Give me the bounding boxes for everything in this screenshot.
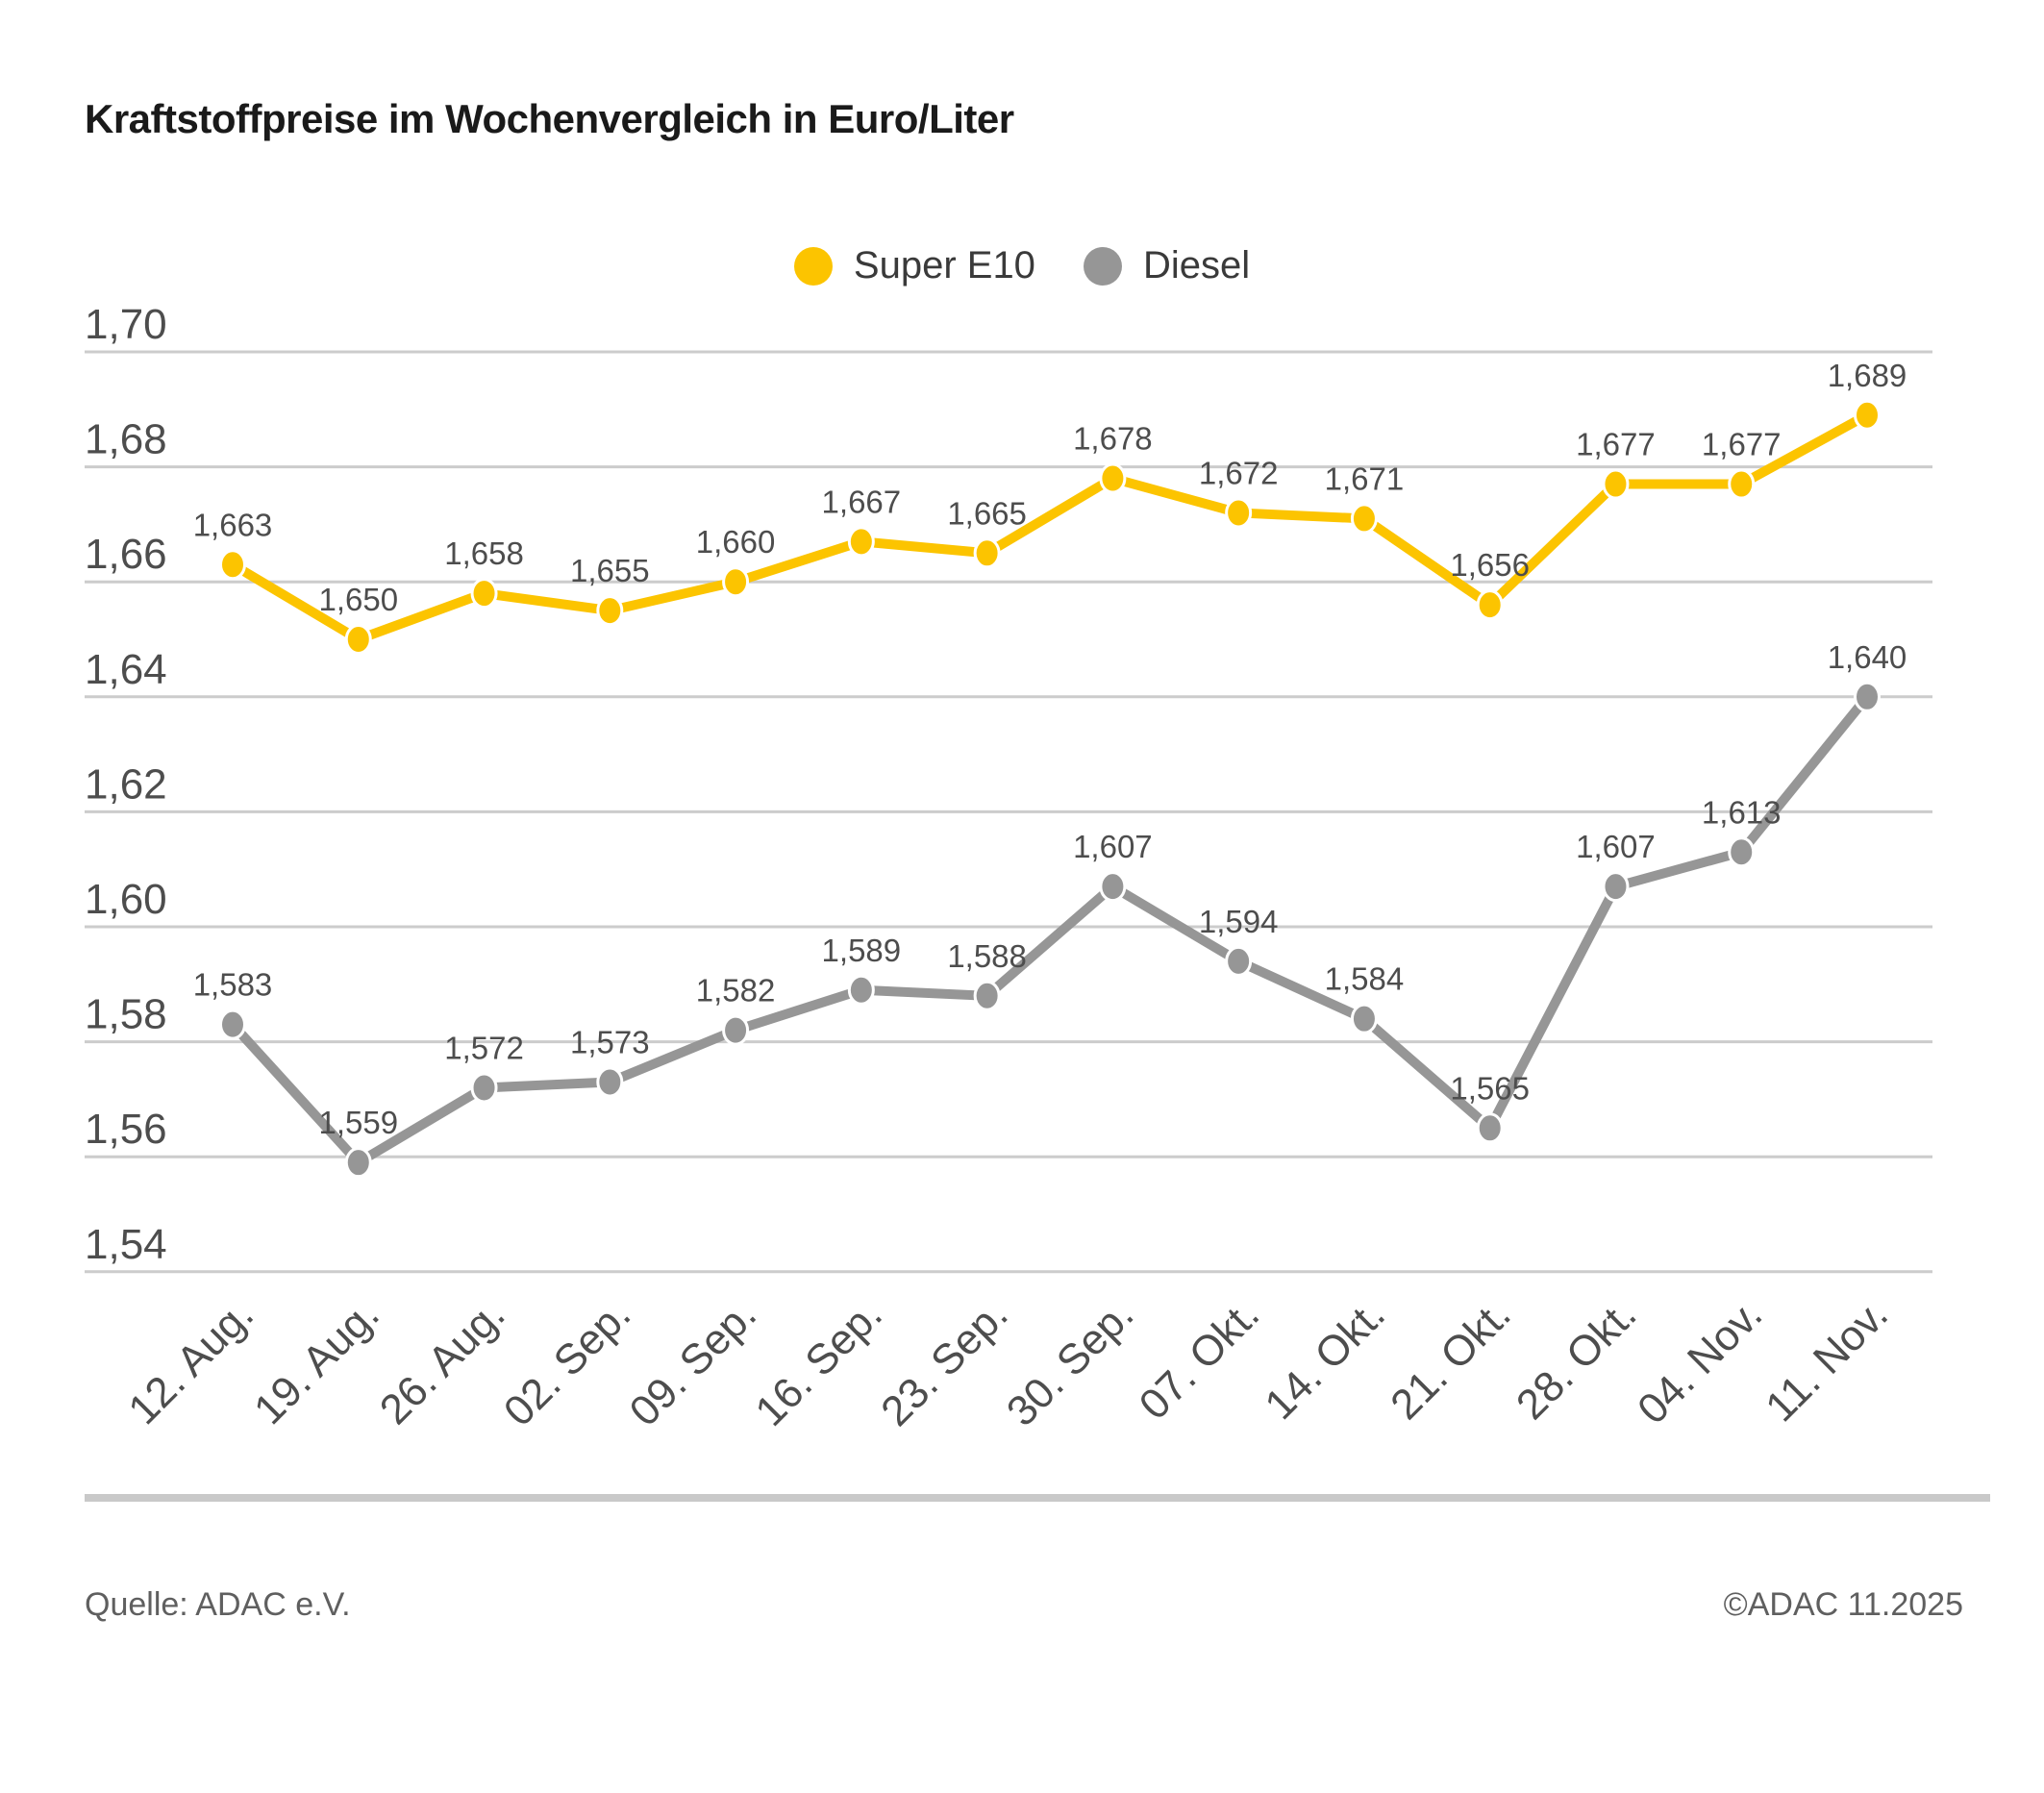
y-axis-tick-label: 1,58 <box>85 991 167 1038</box>
data-point-label-diesel: 1,607 <box>1073 829 1153 864</box>
x-axis-tick-label: 30. Sep. <box>998 1290 1143 1435</box>
x-axis-tick-label: 02. Sep. <box>495 1290 640 1435</box>
legend-dot-super-e10-icon <box>793 246 833 286</box>
data-point-marker-diesel <box>1602 871 1630 903</box>
data-point-label-diesel: 1,588 <box>947 938 1027 974</box>
x-axis-tick-label: 14. Okt. <box>1256 1290 1394 1429</box>
data-point-marker-super-e10 <box>1225 497 1253 529</box>
data-point-marker-diesel <box>1099 871 1127 903</box>
data-point-marker-diesel <box>1225 945 1253 977</box>
data-point-label-super-e10: 1,672 <box>1199 455 1279 490</box>
data-point-marker-super-e10 <box>1350 503 1378 535</box>
legend-label-diesel: Diesel <box>1142 244 1251 286</box>
data-point-label-diesel: 1,613 <box>1702 794 1782 830</box>
x-axis-tick-label: 07. Okt. <box>1131 1290 1269 1429</box>
x-axis-tick-label: 12. Aug. <box>119 1290 262 1433</box>
data-point-marker-super-e10 <box>1854 399 1881 431</box>
data-point-marker-super-e10 <box>1728 468 1756 500</box>
data-point-label-super-e10: 1,665 <box>947 495 1027 531</box>
data-point-label-diesel: 1,584 <box>1325 961 1405 997</box>
divider <box>85 1494 1990 1502</box>
data-point-marker-diesel <box>470 1072 498 1104</box>
legend-label-super-e10: Super E10 <box>853 244 1035 286</box>
data-point-marker-diesel <box>219 1009 246 1040</box>
series-line-diesel <box>228 691 1872 1168</box>
chart-title: Kraftstoffpreise im Wochenvergleich in E… <box>85 96 1014 141</box>
data-point-label-diesel: 1,640 <box>1828 639 1907 675</box>
data-point-marker-diesel <box>722 1014 750 1046</box>
y-axis-tick-label: 1,70 <box>85 301 167 348</box>
legend-dot-diesel-icon <box>1083 246 1122 286</box>
data-point-marker-super-e10 <box>344 624 372 655</box>
data-point-label-diesel: 1,589 <box>822 933 902 968</box>
data-point-marker-diesel <box>1854 681 1881 712</box>
x-axis-tick-label: 19. Aug. <box>245 1290 388 1433</box>
data-point-label-super-e10: 1,671 <box>1325 461 1405 496</box>
data-point-label-super-e10: 1,678 <box>1073 421 1153 457</box>
data-point-marker-super-e10 <box>1099 462 1127 494</box>
y-axis-tick-label: 1,68 <box>85 416 167 463</box>
data-point-marker-super-e10 <box>219 549 246 581</box>
data-point-marker-super-e10 <box>1602 468 1630 500</box>
data-point-label-super-e10: 1,650 <box>318 582 398 617</box>
data-point-marker-super-e10 <box>596 595 624 627</box>
y-axis-tick-label: 1,66 <box>85 531 167 578</box>
x-axis-tick-label: 09. Sep. <box>621 1290 766 1435</box>
legend-item-super-e10: Super E10 <box>793 244 1035 287</box>
data-point-marker-diesel <box>973 980 1001 1011</box>
y-axis-tick-label: 1,62 <box>85 760 167 808</box>
data-point-label-diesel: 1,583 <box>193 967 273 1003</box>
x-axis-tick-label: 16. Sep. <box>746 1290 891 1435</box>
x-axis-tick-label: 28. Okt. <box>1508 1290 1646 1429</box>
data-point-label-diesel: 1,559 <box>318 1105 398 1140</box>
y-axis-tick-label: 1,54 <box>85 1221 167 1268</box>
data-point-label-diesel: 1,572 <box>444 1030 524 1065</box>
data-point-marker-super-e10 <box>973 537 1001 569</box>
data-point-marker-super-e10 <box>722 566 750 598</box>
chart-legend: Super E10 Diesel <box>0 244 2044 287</box>
data-point-label-super-e10: 1,663 <box>193 507 273 542</box>
data-point-marker-super-e10 <box>847 526 875 558</box>
y-axis-tick-label: 1,60 <box>85 876 167 923</box>
data-point-label-diesel: 1,573 <box>570 1024 650 1059</box>
x-axis-tick-label: 23. Sep. <box>872 1290 1017 1435</box>
data-point-marker-diesel <box>1350 1003 1378 1034</box>
data-point-label-super-e10: 1,689 <box>1828 358 1907 393</box>
data-point-label-diesel: 1,607 <box>1576 829 1656 864</box>
data-point-label-super-e10: 1,677 <box>1702 427 1782 462</box>
legend-item-diesel: Diesel <box>1083 244 1251 287</box>
y-axis-tick-label: 1,56 <box>85 1106 167 1153</box>
data-point-label-super-e10: 1,677 <box>1576 427 1656 462</box>
data-point-label-super-e10: 1,655 <box>570 553 650 588</box>
data-point-label-diesel: 1,594 <box>1199 904 1279 939</box>
footer-copyright: ©ADAC 11.2025 <box>1723 1586 1963 1623</box>
x-axis-tick-label: 11. Nov. <box>1757 1290 1897 1431</box>
data-point-marker-super-e10 <box>470 578 498 610</box>
data-point-marker-diesel <box>847 974 875 1006</box>
y-axis-tick-label: 1,64 <box>85 646 167 693</box>
data-point-marker-diesel <box>344 1147 372 1179</box>
data-point-label-super-e10: 1,656 <box>1450 547 1530 583</box>
data-point-marker-super-e10 <box>1476 589 1504 621</box>
x-axis-tick-label: 21. Okt. <box>1382 1290 1520 1429</box>
data-point-marker-diesel <box>1476 1112 1504 1144</box>
data-point-marker-diesel <box>596 1066 624 1098</box>
x-axis-tick-label: 04. Nov. <box>1629 1290 1771 1432</box>
data-point-label-super-e10: 1,660 <box>696 524 776 560</box>
footer-source: Quelle: ADAC e.V. <box>85 1586 351 1623</box>
data-point-label-super-e10: 1,658 <box>444 535 524 571</box>
data-point-label-diesel: 1,565 <box>1450 1070 1530 1106</box>
data-point-marker-diesel <box>1728 836 1756 868</box>
data-point-label-diesel: 1,582 <box>696 973 776 1009</box>
series-line-super-e10 <box>228 410 1872 644</box>
data-point-label-super-e10: 1,667 <box>822 484 902 519</box>
x-axis-tick-label: 26. Aug. <box>371 1290 514 1433</box>
